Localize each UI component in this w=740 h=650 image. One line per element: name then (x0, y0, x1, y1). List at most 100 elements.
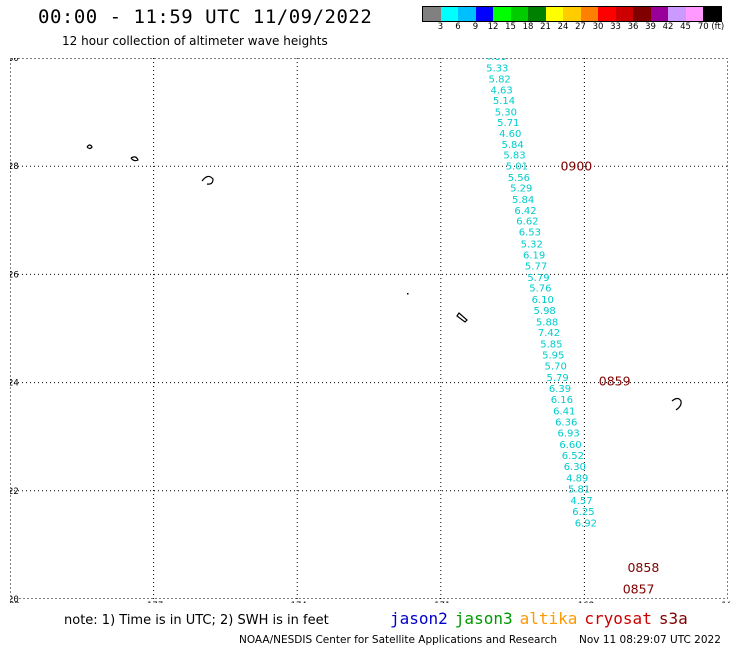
lat-tick-label: 28 (10, 162, 19, 172)
wave-height-value: 5.98 (534, 306, 556, 317)
legend-label: 21 (540, 22, 551, 32)
wave-height-value: 6.25 (572, 507, 594, 518)
legend-swatch (598, 7, 616, 21)
lat-tick-label: 30 (10, 58, 19, 64)
pass-time-label: 0900 (560, 159, 592, 174)
wave-height-value: 5.01 (506, 161, 528, 172)
wave-height-value: 5.29 (510, 184, 532, 195)
wave-height-value: 6.60 (559, 440, 581, 451)
wave-height-value: 4.63 (490, 86, 512, 97)
legend-label: 42 (662, 22, 674, 32)
legend-swatch (440, 7, 458, 21)
wave-height-value: 7.42 (538, 328, 560, 339)
lon-tick-label: -171 (431, 601, 450, 603)
legend-swatch (615, 7, 633, 21)
lat-tick-label: 22 (10, 487, 19, 497)
units-note: note: 1) Time is in UTC; 2) SWH is in fe… (64, 613, 329, 628)
wave-height-value: 5.79 (527, 273, 549, 284)
legend-label: 15 (505, 22, 516, 32)
wave-height-value: 4.57 (570, 496, 592, 507)
wave-height-value: 5.30 (495, 107, 517, 118)
legend-label: 18 (522, 22, 534, 32)
pass-time-label: 0858 (627, 560, 659, 575)
wave-height-value: 5.84 (501, 140, 523, 151)
wave-height-value: 6.19 (523, 251, 545, 262)
wave-height-value: 6.16 (551, 395, 573, 406)
wave-height-value: 6.42 (514, 206, 536, 217)
legend-swatch (668, 7, 686, 21)
legend-swatch (580, 7, 598, 21)
legend-label: 39 (645, 22, 656, 32)
legend-swatch (493, 7, 511, 21)
legend-swatch (545, 7, 563, 21)
lon-tick-label: -177 (144, 601, 163, 603)
pass-time-label: 0857 (623, 582, 655, 597)
legend-swatch (650, 7, 668, 21)
lon-tick-label: -168 (575, 601, 594, 603)
wave-height-value: 5.83 (503, 151, 525, 162)
lon-tick-label: -174 (288, 601, 307, 603)
page-subtitle: 12 hour collection of altimeter wave hei… (62, 34, 328, 48)
wave-height-value: 5.70 (545, 362, 567, 373)
satellite-name: s3a (658, 609, 688, 628)
legend-label: 45 (680, 22, 691, 32)
legend-swatch (528, 7, 546, 21)
lon-tick-label: -165 (718, 601, 730, 603)
legend-label: 24 (557, 22, 569, 32)
page-title: 00:00 - 11:59 UTC 11/09/2022 (38, 6, 373, 28)
altimeter-track-map: -180 -177 -174 -171 -168 -165 30 28 26 24 22 20 4.69… (10, 58, 730, 603)
lat-tick-label: 26 (10, 270, 19, 280)
wave-height-value: 6.62 (516, 217, 538, 228)
legend-label: 36 (627, 22, 639, 32)
wave-height-value: 6.10 (532, 295, 554, 306)
lat-tick-label: 20 (10, 595, 19, 603)
wave-height-value: 4.89 (566, 474, 588, 485)
wave-height-value: 5.84 (512, 195, 534, 206)
island-shape (86, 144, 93, 150)
wave-height-value: 6.53 (519, 227, 541, 238)
wave-height-value: 5.76 (529, 284, 551, 295)
legend-swatch (563, 7, 581, 21)
footer-source: NOAA/NESDIS Center for Satellite Applica… (239, 634, 557, 646)
wave-height-value: 4.60 (499, 129, 521, 140)
wave-height-value: 5.32 (521, 239, 543, 250)
pass-time-label: 0859 (599, 373, 631, 388)
legend-label: 9 (472, 22, 479, 32)
legend-swatch (703, 7, 721, 21)
wave-height-value: 5.88 (536, 317, 558, 328)
map-frame (10, 58, 728, 599)
satellite-name: jason2 (390, 609, 448, 628)
island-shape (130, 156, 139, 162)
wave-height-value: 5.14 (493, 96, 515, 107)
legend-label: 30 (592, 22, 604, 32)
wave-height-value: 5.71 (497, 118, 519, 129)
wave-height-value: 4.69 (485, 58, 507, 63)
wave-height-value: 5.56 (508, 173, 530, 184)
legend-label: 12 (487, 22, 499, 32)
legend-swatch (685, 7, 703, 21)
wave-height-value: 5.82 (489, 74, 511, 85)
wave-height-value: 5.33 (486, 64, 508, 75)
wave-height-value: 6.93 (557, 429, 579, 440)
island-shape (671, 397, 682, 411)
wave-height-value: 6.52 (562, 451, 584, 462)
wave-height-value: 6.39 (549, 384, 571, 395)
legend-label: 27 (575, 22, 586, 32)
wave-height-value: 5.77 (525, 262, 547, 273)
legend-label: 6 (455, 22, 461, 32)
wave-height-value: 5.79 (546, 373, 568, 384)
wave-height-value: 6.41 (553, 407, 575, 418)
legend-label: 33 (610, 22, 621, 32)
legend-swatch (458, 7, 476, 21)
legend-swatch (475, 7, 493, 21)
lon-tick-label: -180 (10, 601, 20, 603)
wave-height-value: 5.85 (540, 339, 562, 350)
legend-label: 3 (437, 22, 444, 32)
wave-height-value: 5.95 (542, 350, 564, 361)
legend-swatch (423, 7, 441, 21)
wave-height-color-legend (422, 6, 722, 22)
legend-swatch (633, 7, 651, 21)
legend-label: 70 (ft) (697, 22, 725, 32)
footer-timestamp: Nov 11 08:29:07 UTC 2022 (579, 634, 721, 646)
wave-height-value: 6.36 (555, 417, 577, 428)
